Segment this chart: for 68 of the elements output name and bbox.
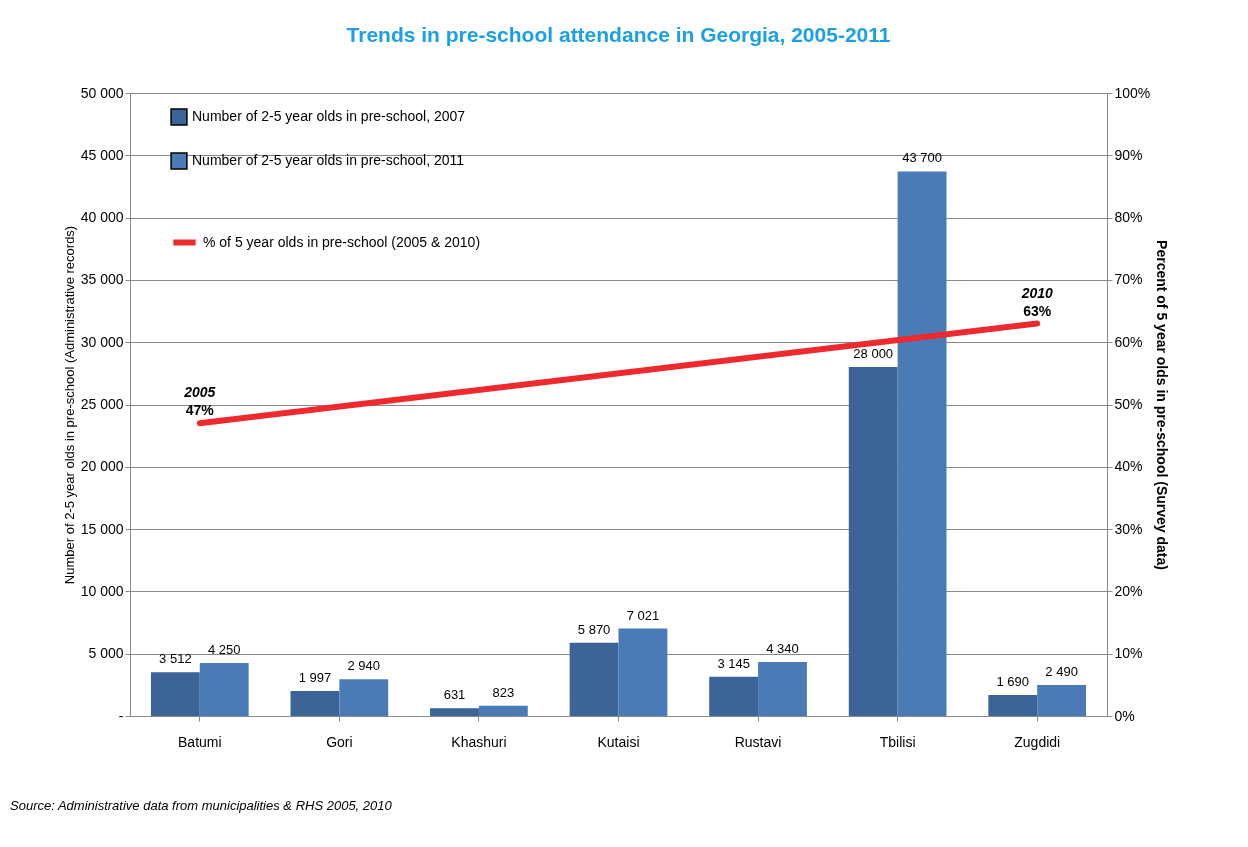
data-label: 823 [492, 684, 515, 700]
data-label: 3 145 [717, 655, 750, 671]
data-label: 1 690 [996, 673, 1030, 689]
data-label: 63% [1023, 302, 1052, 319]
x-tick-label: Kutaisi [597, 733, 640, 750]
bar [618, 628, 668, 716]
legend-label: Number of 2-5 year olds in pre-school, 2011 [192, 152, 465, 168]
y2-tick-label: 50% [1114, 396, 1143, 412]
annotation: 2005 [183, 384, 216, 401]
data-label: 4 340 [766, 640, 799, 656]
bar [478, 705, 528, 716]
bar [290, 691, 340, 716]
data-label: 4 250 [207, 642, 241, 658]
y2-tick-label: 80% [1114, 209, 1143, 226]
bar [199, 663, 249, 716]
data-label: 631 [443, 687, 466, 703]
bar [897, 171, 947, 716]
x-tick-label: Rustavi [734, 733, 782, 750]
y-tick-label: 20 000 [80, 458, 124, 475]
bar [988, 694, 1038, 716]
data-label: 43 700 [902, 150, 942, 166]
y2-tick-label: 70% [1114, 271, 1143, 288]
data-label: 7 021 [626, 607, 660, 623]
y2-tick-label: 40% [1114, 458, 1143, 475]
x-tick-label: Tbilisi [879, 733, 916, 750]
data-label: 28 000 [853, 346, 894, 362]
y2-tick-label: 0% [1114, 707, 1135, 724]
legend-label: % of 5 year olds in pre-school (2005 & 2010) [203, 233, 481, 250]
source-note: Source: Administrative data from municipalities & RHS 2005, 2010 [10, 798, 393, 813]
y2-axis-title: Percent of 5 year olds in pre-school (Survey data) [1154, 240, 1171, 570]
bar [1037, 684, 1087, 716]
y-tick-label: 15 000 [80, 520, 124, 537]
chart-title: Trends in pre-school attendance in Georgia, 2005-2011 [346, 23, 891, 46]
bar [150, 672, 200, 716]
x-tick-label: Zugdidi [1014, 733, 1061, 750]
annotation: 2010 [1020, 284, 1053, 301]
data-label: 5 870 [577, 621, 611, 637]
bar [430, 708, 479, 716]
y-tick-label: 45 000 [80, 146, 124, 163]
y2-tick-label: 30% [1114, 520, 1143, 537]
y2-tick-label: 90% [1114, 146, 1143, 163]
x-tick-label: Gori [326, 733, 353, 750]
bar [569, 642, 619, 716]
y-tick-label: 30 000 [80, 333, 124, 350]
y2-tick-label: 60% [1114, 333, 1143, 350]
bar [848, 367, 898, 716]
bar [709, 676, 759, 716]
y-tick-label: 25 000 [80, 396, 124, 412]
bar [758, 661, 807, 716]
legend-label: Number of 2-5 year olds in pre-school, 2007 [192, 108, 466, 124]
y-tick-label: 40 000 [80, 209, 124, 226]
y2-tick-label: 10% [1114, 645, 1143, 662]
y2-tick-label: 20% [1114, 582, 1143, 599]
y-tick-label: 50 000 [80, 84, 124, 101]
y-tick-label: 35 000 [80, 271, 124, 288]
x-tick-label: Batumi [178, 733, 222, 750]
data-label: 1 997 [298, 670, 332, 686]
x-tick-label: Khashuri [451, 733, 507, 750]
y-tick-label: - [118, 707, 124, 724]
y-tick-label: 5 000 [88, 645, 124, 662]
y-tick-label: 10 000 [80, 582, 124, 599]
data-label: 2 940 [347, 658, 381, 674]
data-label: 3 512 [159, 651, 192, 667]
y-axis-title: Number of 2-5 year olds in pre-school (Administrative records) [61, 225, 77, 585]
data-label: 2 490 [1045, 663, 1078, 679]
bar [339, 679, 389, 716]
y2-tick-label: 100% [1114, 84, 1151, 101]
data-label: 47% [185, 402, 215, 419]
